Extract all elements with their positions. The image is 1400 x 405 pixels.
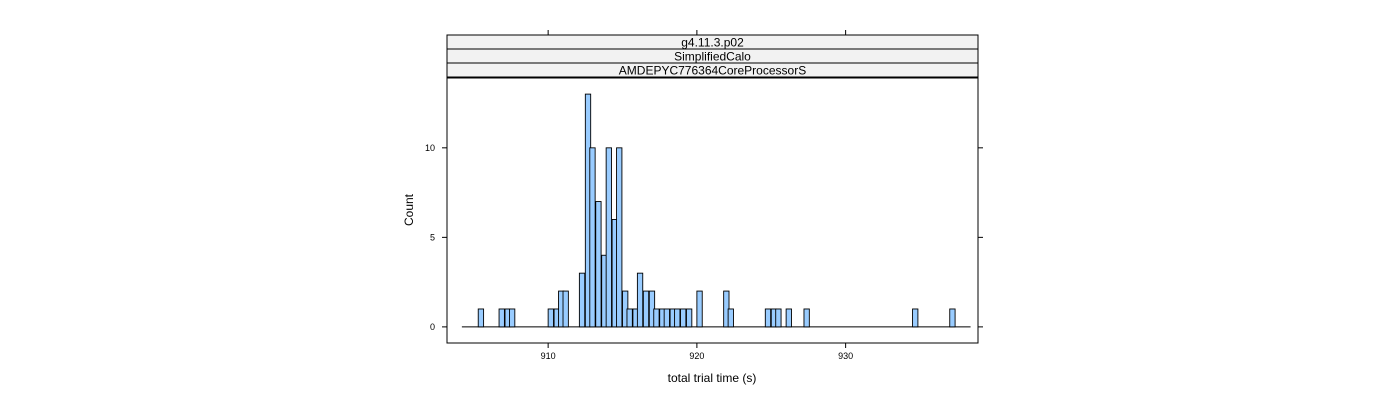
histogram-bar: [616, 147, 623, 328]
panel-strips: g4.11.3.p02SimplifiedCaloAMDEPYC776364Co…: [446, 34, 979, 78]
histogram-bars: [461, 93, 971, 328]
histogram-bar: [653, 308, 660, 328]
histogram-bar: [803, 308, 810, 328]
strip-label: g4.11.3.p02: [681, 36, 744, 50]
histogram-bar: [674, 308, 681, 328]
x-axis-title: total trial time (s): [668, 371, 757, 385]
panel-frame: [446, 77, 979, 344]
x-tick-label: 910: [541, 351, 556, 361]
histogram-bar: [595, 201, 602, 328]
y-tick-label: 10: [425, 143, 435, 153]
histogram-bar: [785, 308, 792, 328]
axis-ticks: 910 920 930 0 5 10: [425, 30, 983, 361]
histogram-bar: [547, 308, 554, 328]
histogram-bar: [663, 308, 670, 328]
histogram-bar: [626, 308, 633, 328]
histogram-bar: [605, 147, 612, 328]
histogram-bar: [509, 308, 516, 328]
strip-label: AMDEPYC776364CoreProcessorS: [619, 64, 806, 78]
histogram-bar: [498, 308, 505, 328]
y-axis-title: Count: [402, 193, 416, 226]
histogram-bar: [589, 147, 596, 328]
x-tick-label: 930: [838, 351, 853, 361]
histogram-bar: [642, 290, 650, 328]
histogram-bar: [912, 308, 919, 328]
histogram-bar: [949, 308, 956, 328]
histogram-bar: [696, 290, 703, 328]
histogram-bar: [636, 272, 644, 328]
histogram-bar: [562, 290, 569, 328]
histogram-bar: [764, 308, 772, 328]
histogram-bar: [686, 308, 693, 328]
x-tick-label: 920: [689, 351, 704, 361]
strip-box: [446, 62, 979, 78]
y-tick-label: 0: [430, 322, 435, 332]
histogram-bar: [680, 308, 687, 328]
histogram-bar: [578, 272, 586, 328]
y-tick-label: 5: [430, 232, 435, 242]
strip-label: SimplifiedCalo: [674, 50, 751, 64]
histogram-bar: [477, 308, 485, 328]
histogram-bar: [727, 308, 734, 328]
histogram-bar: [775, 308, 782, 328]
